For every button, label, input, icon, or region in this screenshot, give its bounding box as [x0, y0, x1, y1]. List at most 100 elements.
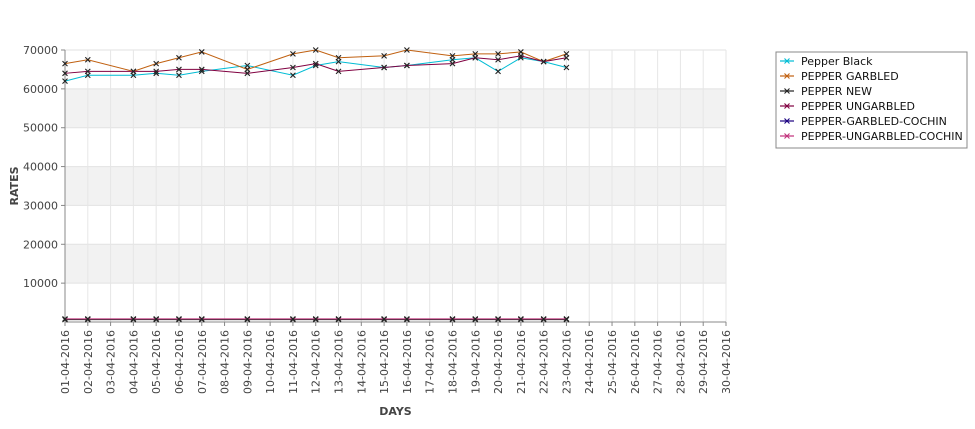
x-tick-label: 03-04-2016	[105, 330, 118, 394]
legend-label: PEPPER UNGARBLED	[801, 100, 915, 113]
data-point	[381, 64, 387, 71]
data-point	[563, 54, 570, 61]
series-3	[62, 52, 570, 77]
legend-label: PEPPER NEW	[801, 85, 872, 98]
series-line	[64, 49, 567, 72]
data-point	[449, 52, 456, 59]
x-tick-label: 19-04-2016	[469, 330, 482, 394]
x-tick-label: 18-04-2016	[446, 330, 459, 394]
x-tick-label: 24-04-2016	[583, 330, 596, 394]
x-tick-label: 10-04-2016	[264, 330, 277, 394]
legend-item: PEPPER-GARBLED-COCHIN	[780, 115, 947, 128]
data-point	[449, 60, 456, 67]
x-tick-label: 08-04-2016	[219, 330, 232, 394]
x-tick-label: 16-04-2016	[401, 330, 414, 394]
data-point	[290, 50, 296, 57]
x-tick-label: 11-04-2016	[287, 330, 300, 394]
data-point	[540, 58, 547, 65]
legend-marker	[784, 103, 790, 109]
data-point	[472, 54, 479, 61]
data-point	[198, 66, 205, 73]
data-point	[84, 68, 91, 75]
series-group	[62, 47, 570, 323]
data-point	[153, 60, 160, 67]
data-point	[62, 78, 68, 84]
legend-marker	[784, 133, 790, 139]
data-point	[404, 316, 410, 322]
data-point	[84, 56, 91, 63]
data-point	[153, 316, 160, 322]
data-point	[130, 68, 137, 75]
series-1	[62, 47, 570, 75]
data-point	[517, 316, 524, 322]
legend-marker	[784, 88, 790, 94]
legend-label: Pepper Black	[801, 55, 873, 68]
legend-item: Pepper Black	[780, 55, 873, 68]
plot-band	[65, 244, 726, 284]
x-tick-label: 01-04-2016	[59, 330, 72, 394]
data-point	[404, 47, 410, 53]
data-point	[312, 60, 319, 67]
data-point	[312, 47, 319, 53]
data-point	[62, 60, 68, 67]
data-point	[198, 49, 205, 55]
data-point	[381, 52, 387, 59]
axes	[64, 50, 726, 323]
x-tick-label: 29-04-2016	[697, 330, 710, 394]
data-point	[495, 316, 501, 322]
x-tick-label: 25-04-2016	[606, 330, 619, 394]
data-point	[472, 316, 479, 322]
legend: Pepper Black PEPPER GARBLED PEPPER NEW PEPP…	[775, 51, 968, 149]
legend-marker	[784, 118, 790, 124]
plot-band	[65, 166, 726, 206]
data-point	[153, 68, 160, 75]
data-point	[290, 72, 296, 79]
data-point	[62, 70, 68, 77]
data-point	[176, 72, 182, 79]
x-tick-label: 14-04-2016	[355, 330, 368, 394]
data-point	[335, 54, 342, 61]
plot-band	[65, 88, 726, 128]
data-point	[449, 316, 456, 322]
data-point	[244, 316, 251, 322]
y-tick-label: 70000	[23, 44, 58, 57]
x-tick-label: 15-04-2016	[378, 330, 391, 394]
x-tick-label: 27-04-2016	[652, 330, 665, 394]
y-axis-ticks: 10000 20000 30000 40000 50000 60000 70000	[23, 44, 65, 290]
x-tick-label: 05-04-2016	[150, 330, 163, 394]
data-point	[563, 316, 570, 322]
y-tick-label: 50000	[23, 122, 58, 135]
x-axis-ticks: 01-04-2016 02-04-2016 03-04-2016 04-04-2016…	[59, 322, 733, 394]
series-line	[64, 55, 567, 74]
data-point	[404, 62, 410, 69]
legend-item: PEPPER UNGARBLED	[780, 100, 915, 113]
data-point	[312, 316, 319, 322]
legend-item: PEPPER-UNGARBLED-COCHIN	[780, 130, 963, 143]
y-tick-label: 60000	[23, 83, 58, 96]
x-tick-label: 23-04-2016	[560, 330, 573, 394]
x-tick-label: 26-04-2016	[629, 330, 642, 394]
y-tick-label: 30000	[23, 199, 58, 212]
data-point	[517, 52, 524, 59]
legend-item: PEPPER GARBLED	[780, 70, 899, 83]
legend-box	[775, 51, 968, 149]
data-point	[495, 68, 501, 75]
data-point	[495, 50, 501, 57]
series-5	[62, 316, 570, 322]
x-tick-label: 02-04-2016	[82, 330, 95, 394]
legend-marker	[784, 58, 790, 64]
data-point	[198, 316, 205, 322]
data-point	[176, 66, 182, 73]
x-tick-label: 13-04-2016	[333, 330, 346, 394]
data-point	[540, 316, 547, 322]
legend-item: PEPPER NEW	[780, 85, 872, 98]
data-point	[62, 316, 68, 322]
x-tick-label: 22-04-2016	[538, 330, 551, 394]
data-point	[176, 316, 182, 322]
legend-label: PEPPER GARBLED	[801, 70, 899, 83]
data-point	[130, 316, 137, 322]
x-tick-label: 28-04-2016	[674, 330, 687, 394]
y-tick-label: 20000	[23, 238, 58, 251]
x-tick-label: 09-04-2016	[241, 330, 254, 394]
data-point	[290, 64, 296, 71]
